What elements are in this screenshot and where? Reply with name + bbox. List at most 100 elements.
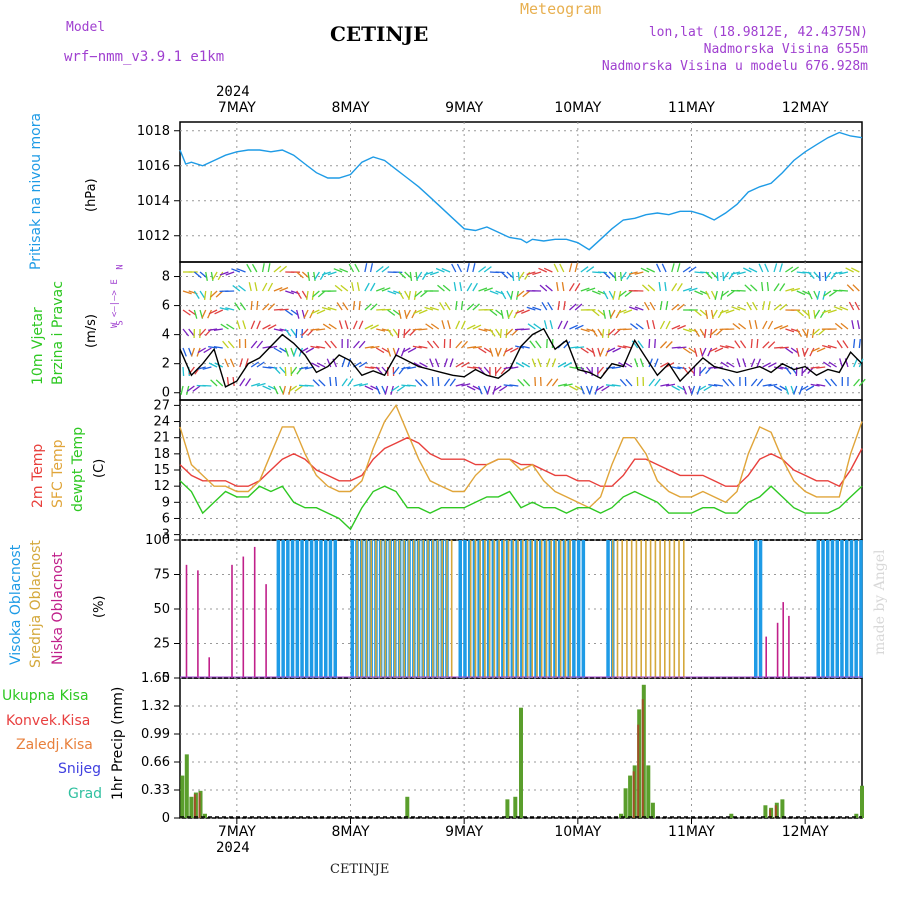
wind-arrow	[225, 307, 235, 311]
wind-arrow	[455, 361, 464, 368]
wind-arrow	[244, 378, 252, 387]
wind-arrow	[236, 320, 241, 330]
mid-cloud-bar	[512, 540, 515, 678]
wind-arrow	[726, 290, 735, 297]
wind-arrow	[785, 328, 795, 333]
wind-arrow	[521, 361, 531, 368]
wind-arrow	[704, 328, 707, 338]
mid-cloud-bar	[422, 540, 425, 678]
wind-arrow	[478, 347, 487, 354]
x-day-label-bottom: 12MAY	[782, 824, 829, 840]
wind-arrow	[569, 385, 578, 391]
wind-arrow	[728, 271, 735, 280]
precip-total-bar	[650, 802, 655, 818]
wind-arrow	[620, 271, 627, 280]
wind-arrow	[358, 320, 364, 330]
precip-total-bar	[641, 684, 646, 818]
wind-arrow	[393, 290, 403, 295]
wind-arrow	[466, 303, 475, 311]
wind-arrow	[602, 309, 606, 319]
wind-arrow	[811, 328, 815, 338]
wind-arrow	[858, 339, 861, 349]
mid-cloud-bar	[441, 540, 443, 678]
wind-arrow	[182, 328, 190, 337]
wind-arrow	[239, 378, 246, 387]
high-cloud-bar	[758, 540, 763, 678]
wind-arrow	[807, 366, 815, 375]
high-cloud-bar	[821, 540, 825, 678]
wind-arrow	[262, 385, 272, 391]
mid-cloud-bar	[545, 540, 548, 678]
high-cloud-bar	[539, 540, 543, 678]
wind-arrow	[766, 282, 770, 292]
wind-arrow	[222, 340, 229, 349]
wind-arrow	[467, 346, 477, 349]
mid-cloud-bar	[635, 540, 638, 678]
wind-arrow	[790, 347, 799, 354]
wind-arrow	[472, 282, 478, 292]
wind-arrow	[210, 379, 218, 387]
wind-arrow	[402, 347, 411, 353]
y-tick-label: 24	[153, 415, 170, 430]
wind-arrow	[617, 309, 627, 314]
wind-arrow	[251, 382, 260, 387]
wind-arrow	[381, 328, 391, 332]
wind-arrow	[606, 347, 616, 353]
wind-arrow	[790, 266, 799, 273]
mid-cloud-bar	[683, 540, 685, 678]
wind-arrow	[796, 271, 806, 274]
wind-arrow	[580, 347, 589, 354]
wind-arrow	[516, 290, 525, 298]
wind-arrow	[699, 309, 708, 317]
wind-arrow	[646, 320, 650, 330]
precip-total-bar	[729, 813, 734, 818]
wind-arrow	[854, 301, 860, 311]
mid-cloud-bar	[479, 540, 481, 678]
wind-arrow	[746, 301, 752, 311]
wind-arrow	[466, 263, 470, 273]
wind-arrow	[381, 385, 387, 395]
wind-arrow	[214, 362, 224, 368]
wind-arrow	[299, 384, 309, 387]
wind-arrow	[814, 309, 821, 319]
wind-arrow	[761, 282, 764, 292]
wind-arrow	[615, 309, 622, 319]
mid-cloud-bar	[417, 540, 420, 678]
wind-arrow	[307, 271, 311, 281]
wind-arrow	[694, 290, 704, 296]
wind-arrow	[827, 309, 837, 314]
wind-arrow	[418, 328, 428, 331]
y-tick-label: 50	[153, 602, 170, 617]
wind-arrow	[424, 271, 434, 276]
wind-arrow	[599, 347, 605, 357]
wind-arrow	[397, 328, 400, 339]
wind-arrow	[443, 358, 448, 368]
wind-arrow	[731, 271, 741, 275]
high-cloud-bar	[520, 540, 524, 678]
wind-arrow	[392, 309, 401, 316]
y-tick-label: 27	[153, 398, 170, 413]
wind-arrow	[509, 384, 519, 387]
wind-arrow	[316, 345, 326, 349]
wind-arrow	[407, 384, 417, 387]
wind-arrow	[802, 290, 811, 296]
y-tick-label: 2	[162, 357, 170, 372]
wind-arrow	[563, 320, 569, 330]
wind-arrow	[208, 345, 218, 349]
high-cloud-bar	[393, 540, 397, 678]
wind-arrow	[489, 290, 499, 295]
wind-arrow	[773, 283, 780, 292]
high-cloud-bar	[281, 540, 285, 678]
wind-arrow	[182, 309, 191, 316]
wind-arrow	[660, 383, 670, 387]
model-label: Model	[66, 20, 106, 35]
wind-arrow	[563, 340, 571, 349]
wind-arrow	[520, 328, 530, 331]
wind-arrow	[671, 324, 681, 330]
high-cloud-bar	[309, 540, 314, 678]
mid-cloud-bar	[517, 540, 519, 678]
meteogram-label: Meteogram	[520, 0, 602, 18]
wind-arrow	[739, 340, 747, 349]
x-day-label-top: 8MAY	[331, 100, 369, 116]
mid-cloud-bar	[630, 540, 633, 678]
